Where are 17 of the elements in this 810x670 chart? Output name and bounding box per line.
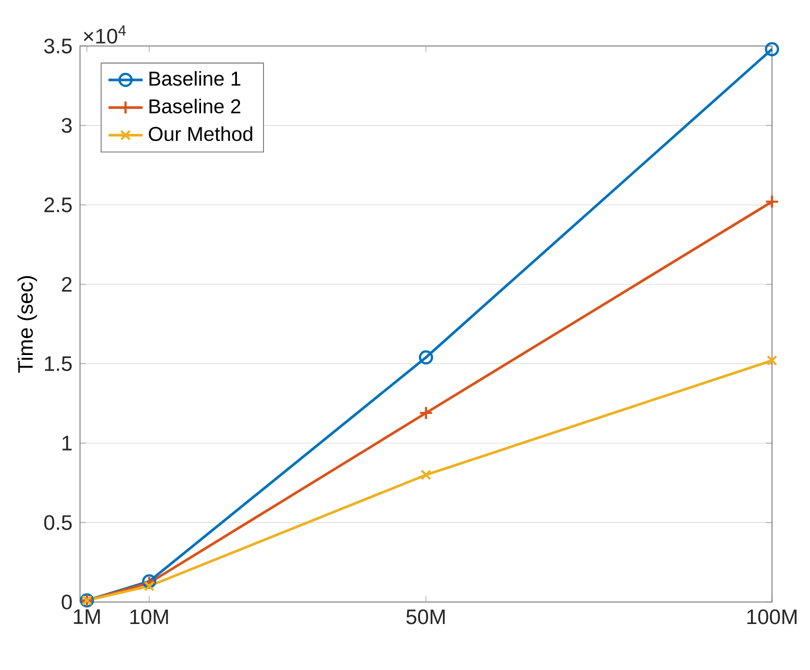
y-axis-title: Time (sec) — [17, 276, 38, 373]
y-tick-label: 3 — [62, 118, 72, 133]
y-tick-label: 2.5 — [44, 197, 72, 212]
legend-label: Baseline 1 — [150, 71, 240, 86]
legend-label: Baseline 2 — [150, 98, 240, 114]
y-tick-label: 2 — [62, 276, 72, 292]
x-tick-label: 100M — [747, 609, 796, 624]
y-tick-label: 3.5 — [44, 38, 72, 54]
x-tick-label: 10M — [130, 609, 168, 624]
y-tick-label: 0 — [62, 594, 72, 610]
y-tick-label: 1.5 — [45, 356, 72, 372]
y-tick-label: 1 — [62, 436, 72, 450]
y-tick-label: 0.5 — [44, 515, 72, 530]
legend-label: Our Method — [148, 126, 252, 142]
x-tick-label: 50M — [406, 609, 445, 624]
text: ×10$^{4}$ — [84, 25, 126, 44]
x-tick-label: 1M — [74, 609, 100, 624]
